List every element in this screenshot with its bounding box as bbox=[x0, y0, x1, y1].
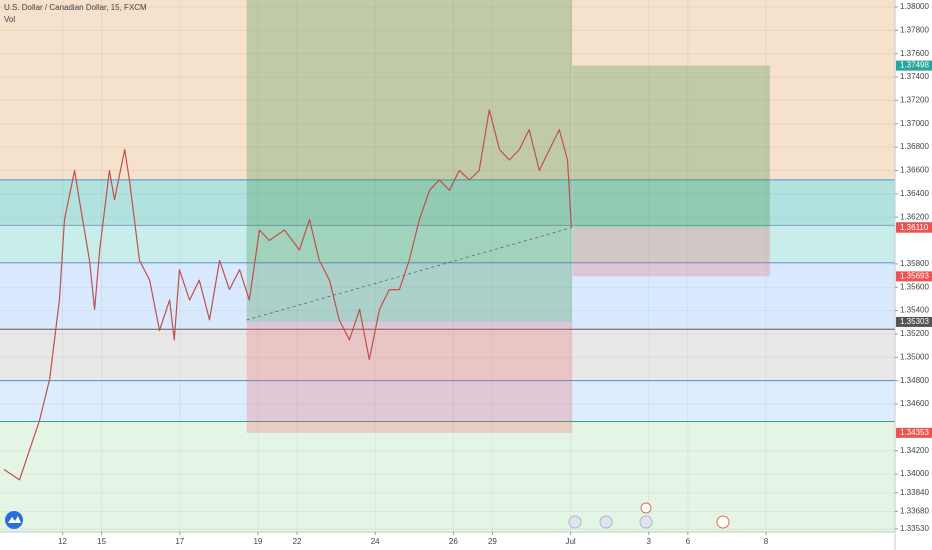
y-tick-label: 1.34000 bbox=[900, 469, 929, 478]
price-line bbox=[3, 109, 572, 481]
price-tag bbox=[896, 271, 932, 282]
y-tick-label: 1.36800 bbox=[900, 142, 929, 151]
x-tick-label: 6 bbox=[686, 537, 691, 546]
event-icons[interactable] bbox=[568, 502, 730, 529]
event-icon[interactable] bbox=[639, 515, 653, 529]
x-tick-label: 3 bbox=[647, 537, 652, 546]
logo-glyph[interactable] bbox=[8, 516, 21, 523]
y-tick-label: 1.36400 bbox=[900, 189, 929, 198]
y-tick-label: 1.34800 bbox=[900, 376, 929, 385]
price-tag bbox=[896, 60, 932, 71]
x-tick-label: 26 bbox=[449, 537, 458, 546]
x-tick-label: 15 bbox=[97, 537, 106, 546]
y-tick-label: 1.35400 bbox=[900, 306, 929, 315]
y-tick-label: 1.36200 bbox=[900, 212, 929, 221]
price-tag-label: 1.37498 bbox=[900, 61, 929, 70]
event-icon[interactable] bbox=[640, 502, 652, 514]
chart-title: U.S. Dollar / Canadian Dollar, 15, FXCM bbox=[4, 3, 147, 12]
y-tick-label: 1.35200 bbox=[900, 329, 929, 338]
x-axis-panel bbox=[0, 532, 895, 550]
price-tag bbox=[896, 427, 932, 438]
y-tick-label: 1.37200 bbox=[900, 96, 929, 105]
y-tick-label: 1.35000 bbox=[900, 352, 929, 361]
x-tick-label: 19 bbox=[253, 537, 262, 546]
zone-band bbox=[0, 380, 895, 422]
y-tick-label: 1.35800 bbox=[900, 259, 929, 268]
position-loss bbox=[246, 321, 573, 433]
x-tick-label: 8 bbox=[764, 537, 769, 546]
x-tick-label: 22 bbox=[293, 537, 302, 546]
y-tick-label: 1.37000 bbox=[900, 119, 929, 128]
price-tag bbox=[896, 316, 932, 327]
price-tag-label: 1.35303 bbox=[900, 317, 929, 326]
y-tick-label: 1.33840 bbox=[900, 488, 929, 497]
price-tag-label: 1.34353 bbox=[900, 428, 929, 437]
y-tick-label: 1.33530 bbox=[900, 524, 929, 533]
position-profit bbox=[572, 65, 770, 228]
y-tick-label: 1.33680 bbox=[900, 507, 929, 516]
event-icon[interactable] bbox=[568, 515, 582, 529]
y-tick-label: 1.37400 bbox=[900, 72, 929, 81]
event-icon[interactable] bbox=[716, 515, 730, 529]
zone-band bbox=[0, 421, 895, 532]
chart-subtitle: Vol bbox=[4, 15, 15, 24]
y-tick-label: 1.38000 bbox=[900, 2, 929, 11]
y-tick-label: 1.36600 bbox=[900, 166, 929, 175]
zone-band bbox=[0, 329, 895, 381]
price-tag bbox=[896, 222, 932, 233]
position-profit bbox=[246, 0, 573, 322]
y-tick-label: 1.37800 bbox=[900, 25, 929, 34]
y-tick-label: 1.35600 bbox=[900, 282, 929, 291]
y-tick-label: 1.37600 bbox=[900, 49, 929, 58]
y-tick-label: 1.34600 bbox=[900, 399, 929, 408]
logo[interactable] bbox=[5, 511, 23, 529]
x-tick-label: 29 bbox=[488, 537, 497, 546]
price-tag-label: 1.36110 bbox=[900, 223, 929, 232]
event-icon[interactable] bbox=[599, 515, 613, 529]
price-tag-label: 1.35693 bbox=[900, 272, 929, 281]
x-tick-label: 12 bbox=[58, 537, 67, 546]
zone-band bbox=[0, 262, 895, 330]
position-loss bbox=[572, 227, 770, 277]
trend-line bbox=[246, 227, 572, 321]
zone-band bbox=[0, 0, 895, 180]
x-tick-label: 17 bbox=[175, 537, 184, 546]
x-tick-label: Jul bbox=[565, 537, 575, 546]
y-tick-label: 1.34200 bbox=[900, 446, 929, 455]
x-tick-label: 24 bbox=[371, 537, 380, 546]
zone-band bbox=[0, 225, 895, 263]
